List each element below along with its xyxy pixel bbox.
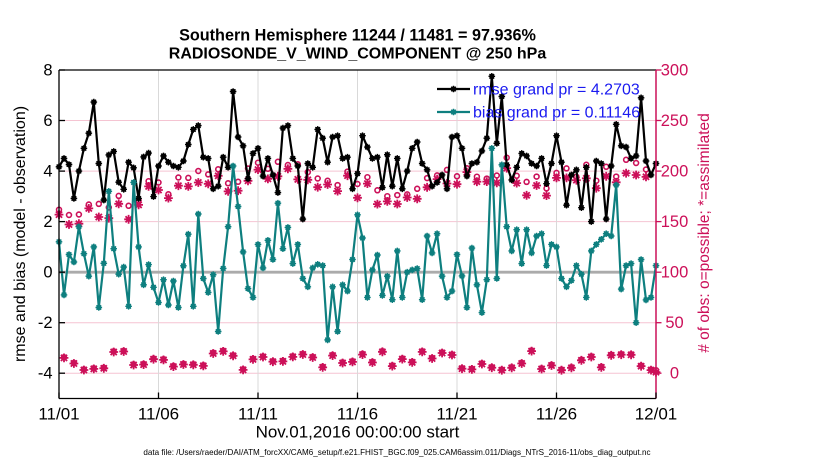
- svg-text:11/26: 11/26: [536, 405, 577, 424]
- svg-text:rmse and bias (model - observa: rmse and bias (model - observation): [12, 106, 29, 362]
- svg-text:12/01: 12/01: [635, 405, 678, 424]
- svg-text:200: 200: [661, 163, 689, 181]
- svg-text:11/06: 11/06: [138, 405, 179, 424]
- svg-text:-4: -4: [38, 365, 53, 383]
- svg-text:100: 100: [661, 264, 689, 282]
- svg-text:-2: -2: [38, 314, 53, 332]
- svg-text:# of obs: o=possible; *=assimi: # of obs: o=possible; *=assimilated: [696, 113, 713, 353]
- svg-text:Nov.01,2016 00:00:00 start: Nov.01,2016 00:00:00 start: [256, 423, 460, 442]
- svg-text:2: 2: [43, 213, 52, 231]
- svg-text:11/11: 11/11: [238, 405, 278, 424]
- svg-text:0: 0: [43, 264, 52, 282]
- svg-text:50: 50: [665, 314, 683, 332]
- svg-text:8: 8: [43, 62, 52, 80]
- svg-text:250: 250: [661, 112, 689, 130]
- svg-text:RADIOSONDE_V_WIND_COMPONENT @: RADIOSONDE_V_WIND_COMPONENT @ 250 hPa: [169, 46, 547, 63]
- svg-text:11/16: 11/16: [337, 405, 378, 424]
- svg-text:bias grand pr = 0.11146: bias grand pr = 0.11146: [473, 105, 640, 122]
- svg-text:6: 6: [43, 112, 52, 130]
- svg-text:data file: /Users/raeder/DAI/A: data file: /Users/raeder/DAI/ATM_forcXX/…: [143, 448, 650, 457]
- svg-text:11/21: 11/21: [436, 405, 477, 424]
- svg-text:0: 0: [670, 365, 679, 383]
- svg-text:rmse grand pr = 4.2703: rmse grand pr = 4.2703: [473, 82, 640, 99]
- svg-text:300: 300: [661, 62, 689, 80]
- svg-text:150: 150: [661, 213, 689, 231]
- svg-text:4: 4: [43, 163, 52, 181]
- svg-text:11/01: 11/01: [38, 405, 79, 424]
- svg-text:Southern Hemisphere 11244 / 11: Southern Hemisphere 11244 / 11481 = 97.9…: [179, 27, 536, 45]
